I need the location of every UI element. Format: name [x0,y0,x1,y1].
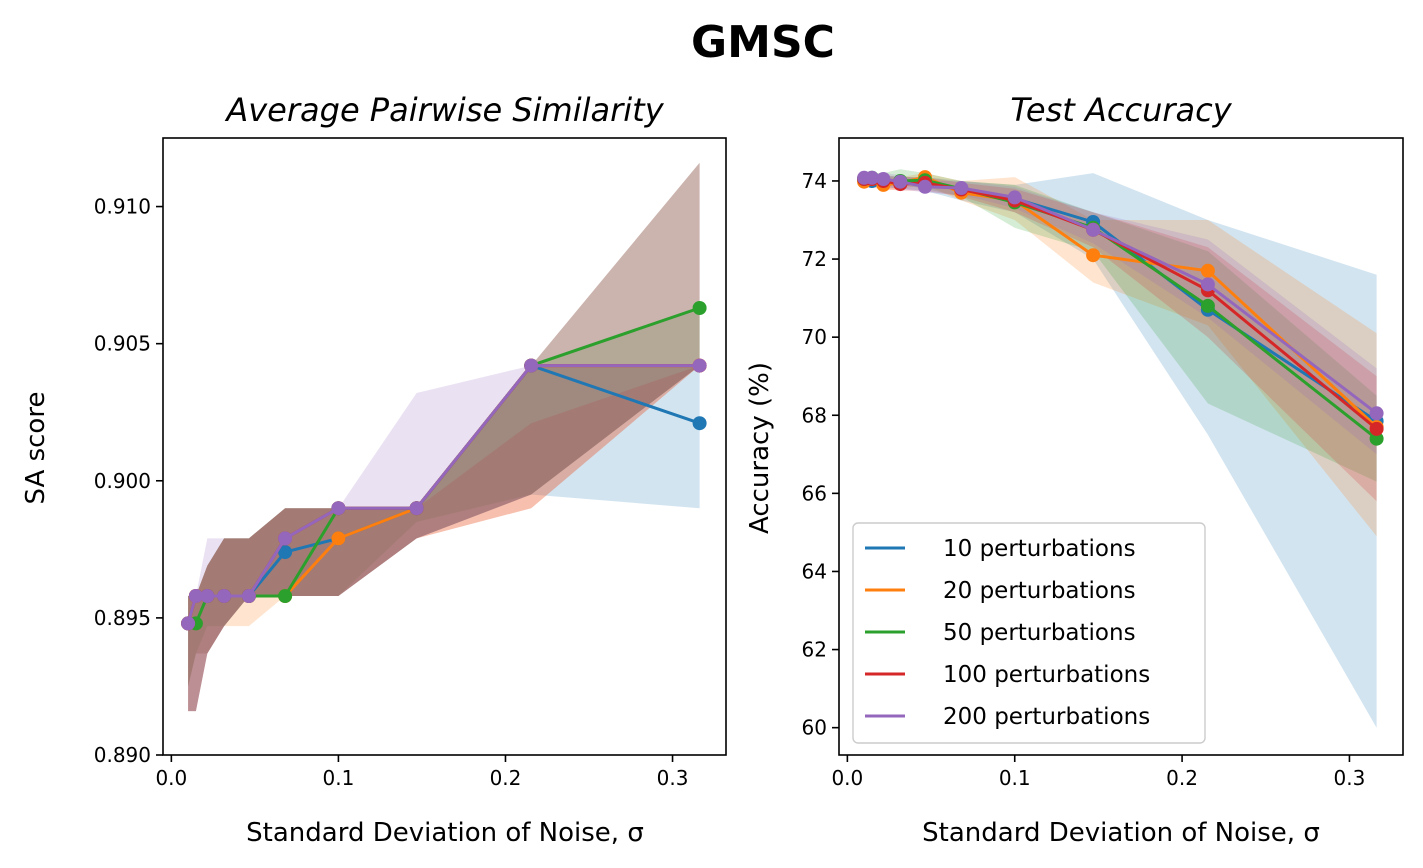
data-point [331,501,346,516]
legend-label: 20 perturbations [943,578,1136,604]
data-point [1369,431,1384,446]
y-tick-label: 0.910 [94,195,151,219]
ticks-accuracy: 0.0 0.1 0.2 0.3 60 62 64 66 68 70 72 74 [802,169,1366,790]
data-point [188,589,203,603]
y-tick-label: 0.895 [94,606,151,630]
data-point [1369,406,1384,421]
figure-title: GMSC [691,17,835,68]
legend-label: 10 perturbations [943,536,1136,562]
data-point [865,170,879,185]
plot-area-accuracy: 0.0 0.1 0.2 0.3 60 62 64 66 68 70 72 74 10 perturbat… [802,137,1404,790]
data-point [241,589,256,603]
data-point [278,589,293,603]
x-axis-label-similarity: Standard Deviation of Noise, σ [246,818,644,848]
ticks-similarity: 0.0 0.1 0.2 0.3 0.890 0.895 0.900 0.905 0.910 [94,195,689,790]
y-tick-label: 64 [802,559,827,583]
y-tick-label: 0.905 [94,332,151,356]
y-axis-label-similarity: SA score [21,392,51,505]
band-series-1-similarity [188,365,700,687]
band-series-4-similarity [188,365,700,712]
data-point [217,589,232,603]
band-series-0-accuracy [864,173,1377,728]
legend-item: 10 perturbations [865,536,1136,562]
band-series-1-accuracy [864,173,1377,537]
panel-similarity: Average Pairwise Similarity 0.0 0.1 0.2 0.3… [21,91,727,848]
data-point [524,358,539,373]
x-tick-label: 0.3 [657,766,689,790]
x-tick-label: 0.1 [323,766,355,790]
x-axis-label-accuracy: Standard Deviation of Noise, σ [922,818,1320,848]
x-tick-label: 0.0 [831,766,863,790]
y-tick-label: 62 [802,638,827,662]
panel-title-accuracy: Test Accuracy [1010,91,1232,129]
band-overlap-similarity [188,162,700,712]
x-tick-label: 0.1 [999,766,1031,790]
band-series-3-similarity [188,365,700,712]
legend-item: 50 perturbations [865,620,1136,646]
bands-similarity [188,162,700,712]
y-tick-label: 68 [802,403,827,427]
data-point [692,358,707,373]
legend-label: 100 perturbations [943,662,1150,688]
band-series-0-similarity [188,365,700,687]
legend-frame [852,522,1206,744]
data-point [278,531,293,546]
panel-accuracy: Test Accuracy 0.0 0.1 0.2 0.3 60 62 64 66 68 70 72… [745,91,1404,848]
data-point [1369,421,1384,436]
legend-item: 20 perturbations [865,578,1136,604]
y-tick-label: 74 [802,169,827,193]
band-series-4-accuracy [864,173,1377,455]
x-tick-label: 0.3 [1334,766,1366,790]
y-axis-label-accuracy: Accuracy (%) [745,362,775,534]
data-point [918,179,932,194]
data-point [893,174,908,189]
data-point [1086,222,1101,237]
data-point [409,501,424,516]
data-point [278,545,293,560]
data-point [200,589,215,603]
y-tick-label: 60 [802,716,827,740]
y-tick-label: 66 [802,481,827,505]
y-tick-label: 0.900 [94,469,151,493]
legend-label: 50 perturbations [943,620,1136,646]
legend-label: 200 perturbations [943,704,1150,730]
bands-accuracy [864,169,1377,728]
y-tick-label: 72 [802,247,827,271]
plot-area-similarity: 0.0 0.1 0.2 0.3 0.890 0.895 0.900 0.905 0.910 [94,137,727,790]
data-point [181,616,196,631]
data-point [692,416,707,431]
band-series-2-similarity [188,308,700,687]
x-tick-label: 0.2 [1166,766,1198,790]
series-4-accuracy [857,170,1384,421]
legend-item: 100 perturbations [865,662,1150,688]
data-point [1007,190,1022,205]
data-point [876,172,891,186]
y-tick-label: 70 [802,325,827,349]
axes-frame-accuracy [838,137,1404,756]
data-point [954,181,969,195]
axes-frame-similarity [162,137,727,756]
data-point [1200,298,1215,313]
data-point [692,301,707,315]
legend-item: 200 perturbations [865,704,1150,730]
data-point [331,531,346,546]
data-point [1086,248,1101,263]
y-tick-label: 0.890 [94,743,151,767]
data-point [1200,263,1215,278]
legend: 10 perturbations 20 perturbations 50 pertu… [852,522,1206,744]
band-series-2-accuracy [864,169,1377,482]
x-tick-label: 0.0 [155,766,187,790]
series-4-similarity [181,358,707,631]
band-series-3-accuracy [864,173,1377,502]
x-tick-label: 0.2 [490,766,522,790]
data-point [1200,277,1215,292]
panel-title-similarity: Average Pairwise Similarity [224,91,664,129]
